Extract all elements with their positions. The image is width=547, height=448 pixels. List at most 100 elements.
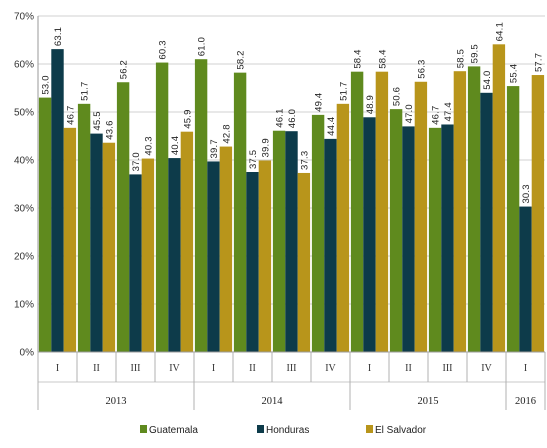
legend-swatch [366, 425, 373, 433]
legend-entry: Honduras [266, 425, 309, 436]
bar [168, 158, 181, 352]
data-label: 46.1 [275, 108, 286, 127]
bars [38, 44, 545, 353]
bar [272, 130, 286, 352]
bar [141, 158, 155, 352]
data-label: 49.4 [314, 93, 325, 112]
y-tick-label: 30% [14, 204, 34, 215]
data-label: 64.1 [494, 22, 505, 41]
data-label: 58.4 [353, 49, 364, 68]
data-label: 46.0 [287, 109, 298, 128]
quarter-label: I [56, 363, 59, 374]
year-label: 2016 [515, 396, 536, 407]
data-label: 58.2 [236, 50, 247, 69]
bar [155, 62, 169, 353]
y-tick-label: 20% [14, 252, 34, 263]
bar [336, 103, 350, 352]
bar [194, 59, 208, 352]
bar [480, 92, 493, 353]
data-label: 39.7 [209, 139, 220, 158]
data-label: 40.3 [143, 136, 154, 155]
data-label: 46.7 [431, 106, 442, 125]
data-label: 57.7 [533, 53, 544, 72]
data-label: 30.3 [521, 184, 532, 203]
bar [102, 142, 116, 352]
data-label: 60.3 [158, 40, 169, 59]
bar [246, 172, 259, 352]
data-label: 56.3 [416, 59, 427, 78]
y-tick-label: 50% [14, 108, 34, 119]
bar [350, 71, 364, 353]
quarter-label: IV [169, 363, 180, 374]
legend-entry: Guatemala [149, 425, 198, 436]
data-label: 37.0 [131, 152, 142, 171]
bar [414, 81, 428, 352]
bar [506, 86, 520, 352]
bar [363, 117, 376, 352]
data-label: 53.0 [41, 75, 52, 94]
quarter-label: I [524, 363, 527, 374]
bar [180, 131, 194, 352]
quarter-label: III [443, 363, 453, 374]
data-label: 44.4 [326, 117, 337, 136]
data-label: 50.6 [392, 87, 403, 106]
data-label: 54.0 [482, 71, 493, 90]
year-label: 2013 [106, 396, 127, 407]
year-label: 2015 [418, 396, 439, 407]
data-label: 47.4 [443, 102, 454, 121]
quarter-label: III [131, 363, 141, 374]
y-tick-label: 40% [14, 156, 34, 167]
legend-swatch [140, 425, 147, 433]
bar [233, 72, 247, 352]
data-label: 55.4 [509, 64, 520, 83]
data-label: 61.0 [197, 37, 208, 56]
bar [453, 71, 467, 352]
data-label: 56.2 [119, 60, 130, 79]
bar [63, 127, 77, 352]
data-label: 51.7 [80, 82, 91, 101]
data-label: 58.5 [455, 49, 466, 68]
quarter-label: II [93, 363, 100, 374]
bar [207, 161, 220, 352]
y-axis: 0% 10% 20% 30% 40% 50% 60% 70% [14, 12, 39, 359]
data-label: 58.4 [377, 49, 388, 68]
bar [492, 44, 506, 352]
data-labels: 53.0 51.7 56.2 60.3 61.0 58.2 46.1 49.4 58.4 50.6… [41, 22, 545, 204]
bar [297, 172, 311, 352]
bar [51, 49, 64, 353]
quarter-label: II [249, 363, 256, 374]
bar [375, 71, 389, 353]
data-label: 37.5 [248, 150, 259, 169]
quarter-label: IV [325, 363, 336, 374]
quarter-label: III [287, 363, 297, 374]
bar [116, 82, 130, 353]
bar [402, 126, 415, 353]
data-label: 51.7 [338, 82, 349, 101]
y-tick-label: 60% [14, 60, 34, 71]
data-label: 46.7 [65, 106, 76, 125]
bar [258, 160, 272, 352]
data-label: 47.0 [404, 104, 415, 123]
legend: Guatemala Honduras El Salvador [140, 425, 427, 436]
quarter-label: I [368, 363, 371, 374]
data-label: 37.3 [299, 151, 310, 170]
quarter-label: IV [481, 363, 492, 374]
bar [389, 109, 403, 353]
bar [324, 138, 337, 352]
y-tick-label: 70% [14, 12, 34, 23]
bar [77, 103, 91, 352]
legend-swatch [257, 425, 264, 433]
data-label: 63.1 [53, 27, 64, 46]
data-label: 59.5 [470, 44, 481, 63]
bar [311, 114, 325, 352]
data-label: 40.4 [170, 136, 181, 155]
data-label: 43.6 [104, 120, 115, 139]
quarter-label: I [212, 363, 215, 374]
bar [38, 97, 52, 352]
bar [129, 174, 142, 352]
y-tick-label: 10% [14, 300, 34, 311]
legend-entry: El Salvador [375, 425, 427, 436]
quarter-label: II [405, 363, 412, 374]
